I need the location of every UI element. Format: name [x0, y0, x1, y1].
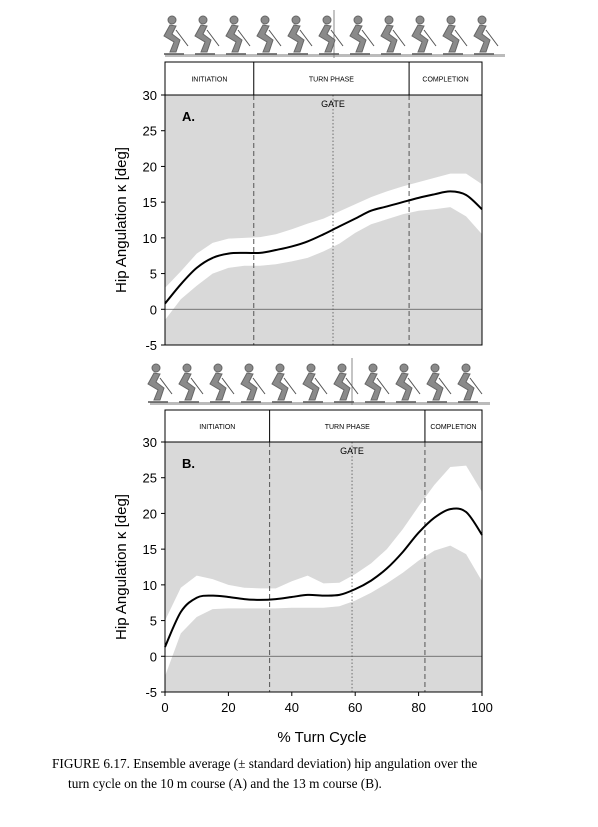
phase-label: COMPLETION: [422, 77, 468, 84]
skier-figure-icon: [240, 363, 266, 403]
x-tick-label: 60: [348, 700, 362, 715]
skier-figure-icon: [333, 363, 359, 403]
phase-label: INITIATION: [199, 424, 235, 431]
skier-figure-icon: [147, 363, 173, 403]
skier-figure-icon: [225, 15, 251, 55]
sd-band: [165, 465, 482, 677]
y-tick-label: 10: [143, 578, 157, 593]
y-tick-label: 15: [143, 195, 157, 210]
skier-figure-icon: [473, 15, 499, 55]
skier-figure-icon: [256, 15, 282, 55]
caption-line-2: turn cycle on the 10 m course (A) and th…: [68, 776, 382, 791]
phase-label: TURN PHASE: [309, 77, 354, 84]
skier-sequence-illustration-b: [147, 358, 490, 405]
x-tick-label: 0: [161, 700, 168, 715]
y-tick-label: 25: [143, 124, 157, 139]
mean-line: [164, 507, 483, 648]
y-tick-label: 10: [143, 231, 157, 246]
phase-header: [164, 409, 483, 443]
skier-sequence-illustration-a: [163, 10, 505, 58]
y-axis-label: Hip Angulation κ [deg]: [113, 147, 130, 293]
mean-line: [164, 190, 483, 305]
gate-label: GATE: [340, 446, 364, 456]
phase-label: COMPLETION: [430, 424, 476, 431]
sd-band: [165, 173, 482, 320]
y-tick-label: -5: [145, 685, 157, 700]
y-tick-label: 30: [143, 435, 157, 450]
y-tick-label: 0: [150, 302, 157, 317]
x-tick-label: 80: [411, 700, 425, 715]
skier-figure-icon: [395, 363, 421, 403]
x-axis-label: % Turn Cycle: [277, 729, 366, 746]
phase-header: [164, 61, 483, 96]
y-tick-label: 25: [143, 471, 157, 486]
skier-figure-icon: [178, 363, 204, 403]
chart-panel-a: INITIATION TURN PHASE COMPLETION GATE -5 0 5 10…: [113, 61, 483, 353]
phase-label: TURN PHASE: [325, 424, 370, 431]
y-tick-label: 15: [143, 542, 157, 557]
y-tick-label: 5: [150, 267, 157, 282]
x-tick-label: 40: [285, 700, 299, 715]
skier-figure-icon: [209, 363, 235, 403]
panel-label: B.: [182, 456, 195, 471]
y-tick-label: -5: [145, 338, 157, 353]
y-tick-label: 20: [143, 159, 157, 174]
skier-figure-icon: [380, 15, 406, 55]
skier-figure-icon: [318, 15, 344, 55]
skier-figure-icon: [287, 15, 313, 55]
plot-background: [165, 442, 482, 692]
panel-label: A.: [182, 109, 195, 124]
y-axis-label: Hip Angulation κ [deg]: [113, 494, 130, 640]
phase-label: INITIATION: [191, 77, 227, 84]
plot-frame: [164, 441, 483, 693]
chart-panel-b: INITIATION TURN PHASE COMPLETION GATE -5 0 5 10…: [113, 409, 493, 715]
skier-figure-icon: [426, 363, 452, 403]
x-tick-label: 100: [471, 700, 493, 715]
figure-caption: FIGURE 6.17. Ensemble average (± standar…: [52, 754, 592, 794]
figure: INITIATION TURN PHASE COMPLETION GATE -5 0 5 10…: [113, 10, 505, 746]
skier-figure-icon: [457, 363, 483, 403]
skier-figure-icon: [163, 15, 189, 55]
caption-line-1: FIGURE 6.17. Ensemble average (± standar…: [52, 756, 478, 771]
skier-figure-icon: [271, 363, 297, 403]
y-tick-label: 0: [150, 649, 157, 664]
x-tick-label: 20: [221, 700, 235, 715]
skier-figure-icon: [302, 363, 328, 403]
y-tick-label: 20: [143, 506, 157, 521]
plot-frame: [164, 94, 483, 346]
gate-label: GATE: [321, 99, 345, 109]
y-tick-label: 5: [150, 614, 157, 629]
y-tick-label: 30: [143, 88, 157, 103]
skier-figure-icon: [194, 15, 220, 55]
skier-figure-icon: [349, 15, 375, 55]
skier-figure-icon: [411, 15, 437, 55]
skier-figure-icon: [442, 15, 468, 55]
skier-figure-icon: [364, 363, 390, 403]
